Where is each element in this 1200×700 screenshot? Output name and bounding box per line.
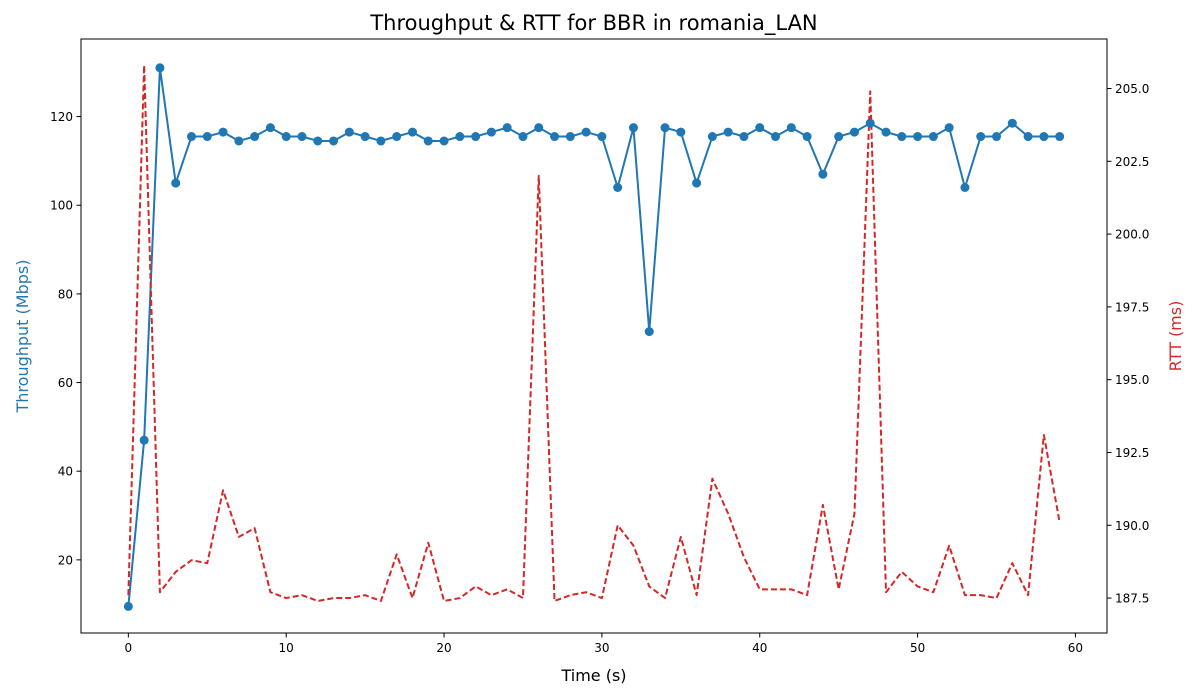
- throughput-point: [186, 132, 196, 142]
- throughput-point: [439, 136, 449, 146]
- throughput-point: [550, 132, 560, 142]
- throughput-point: [565, 132, 575, 142]
- throughput-point: [771, 132, 781, 142]
- throughput-point: [139, 435, 149, 445]
- throughput-point: [913, 132, 923, 142]
- throughput-point: [581, 127, 591, 137]
- x-tick-label: 30: [594, 641, 609, 655]
- throughput-point: [739, 132, 749, 142]
- throughput-point: [960, 183, 970, 192]
- throughput-point: [265, 123, 275, 133]
- y-left-tick-label: 120: [50, 110, 73, 124]
- y-right-tick-label: 195.0: [1115, 373, 1149, 387]
- throughput-point: [802, 132, 812, 142]
- throughput-point: [1055, 132, 1065, 142]
- throughput-point: [344, 127, 354, 137]
- y-right-tick-label: 202.5: [1115, 155, 1149, 169]
- throughput-point: [755, 123, 765, 133]
- x-tick-label: 60: [1068, 641, 1083, 655]
- throughput-point: [123, 601, 133, 611]
- throughput-point: [660, 123, 670, 133]
- chart-title: Throughput & RTT for BBR in romania_LAN: [369, 11, 817, 36]
- y-left-tick-label: 80: [58, 287, 73, 301]
- throughput-point: [818, 169, 828, 179]
- throughput-point: [502, 123, 512, 133]
- throughput-point: [834, 132, 844, 142]
- throughput-point: [534, 123, 544, 133]
- throughput-point: [897, 132, 907, 142]
- throughput-point: [313, 136, 323, 146]
- throughput-point: [928, 132, 938, 142]
- throughput-point: [218, 127, 228, 137]
- y-left-tick-label: 60: [58, 376, 73, 390]
- x-tick-label: 10: [279, 641, 294, 655]
- throughput-point: [628, 123, 638, 133]
- throughput-point: [707, 132, 717, 142]
- x-tick-label: 0: [125, 641, 133, 655]
- throughput-point: [155, 63, 165, 73]
- y-axis-left: 20 40 60 80 100 120: [50, 110, 81, 567]
- throughput-point: [1023, 132, 1033, 142]
- plot-area: [123, 63, 1065, 611]
- throughput-point: [234, 136, 244, 146]
- x-axis: 0 10 20 30 40 50 60: [125, 633, 1083, 655]
- throughput-point: [250, 132, 260, 142]
- y-left-tick-label: 40: [58, 465, 73, 479]
- throughput-point: [202, 132, 212, 142]
- y-axis-right: 187.5 190.0 192.5 195.0 197.5 200.0 202.5 205.0: [1107, 82, 1149, 606]
- throughput-point: [849, 127, 859, 137]
- throughput-point: [644, 327, 654, 337]
- x-axis-label: Time (s): [560, 666, 626, 685]
- throughput-point: [471, 132, 481, 142]
- throughput-point: [486, 127, 496, 137]
- throughput-point: [1039, 132, 1049, 142]
- throughput-point: [597, 132, 607, 142]
- x-tick-label: 40: [752, 641, 767, 655]
- y-right-tick-label: 190.0: [1115, 519, 1149, 533]
- throughput-point: [171, 178, 181, 188]
- throughput-point: [613, 183, 623, 192]
- y-left-tick-label: 100: [50, 199, 73, 213]
- throughput-point: [723, 127, 733, 137]
- throughput-point: [376, 136, 386, 146]
- throughput-point: [392, 132, 402, 142]
- throughput-point: [881, 127, 891, 137]
- rtt-line: [127, 64, 1061, 602]
- y-axis-left-label: Throughput (Mbps): [13, 260, 32, 414]
- throughput-point: [944, 123, 954, 133]
- throughput-point: [407, 127, 417, 137]
- y-right-tick-label: 197.5: [1115, 300, 1149, 314]
- throughput-point: [281, 132, 291, 142]
- y-axis-right-label: RTT (ms): [1166, 301, 1185, 372]
- x-tick-label: 50: [910, 641, 925, 655]
- y-right-tick-label: 205.0: [1115, 82, 1149, 96]
- throughput-point: [976, 132, 986, 142]
- y-right-tick-label: 200.0: [1115, 228, 1149, 242]
- y-left-tick-label: 20: [58, 553, 73, 567]
- plot-frame: [80, 38, 1108, 634]
- y-right-tick-label: 187.5: [1115, 592, 1149, 606]
- throughput-point: [676, 127, 686, 137]
- throughput-point: [360, 132, 370, 142]
- throughput-point: [1007, 118, 1017, 128]
- throughput-point: [518, 132, 528, 142]
- throughput-point: [297, 132, 307, 142]
- throughput-point: [455, 132, 465, 142]
- throughput-point: [423, 136, 433, 146]
- throughput-point: [865, 118, 875, 128]
- y-right-tick-label: 192.5: [1115, 446, 1149, 460]
- throughput-point: [992, 132, 1002, 142]
- throughput-point: [786, 123, 796, 133]
- throughput-point: [692, 178, 702, 188]
- x-tick-label: 20: [436, 641, 451, 655]
- throughput-point: [329, 136, 339, 146]
